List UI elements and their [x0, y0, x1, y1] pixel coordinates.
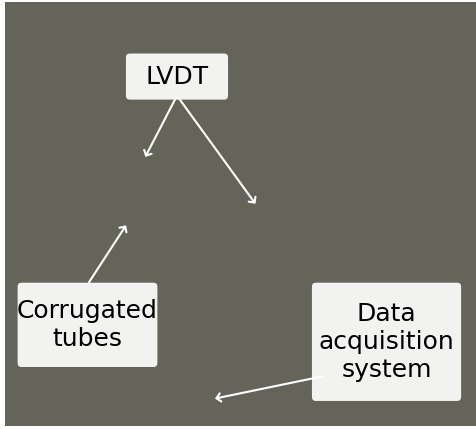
Text: LVDT: LVDT: [146, 65, 208, 88]
FancyBboxPatch shape: [312, 283, 461, 401]
Text: Corrugated
tubes: Corrugated tubes: [17, 299, 158, 351]
FancyBboxPatch shape: [18, 283, 158, 367]
Text: Data
acquisition
system: Data acquisition system: [318, 302, 455, 382]
FancyBboxPatch shape: [126, 54, 228, 100]
